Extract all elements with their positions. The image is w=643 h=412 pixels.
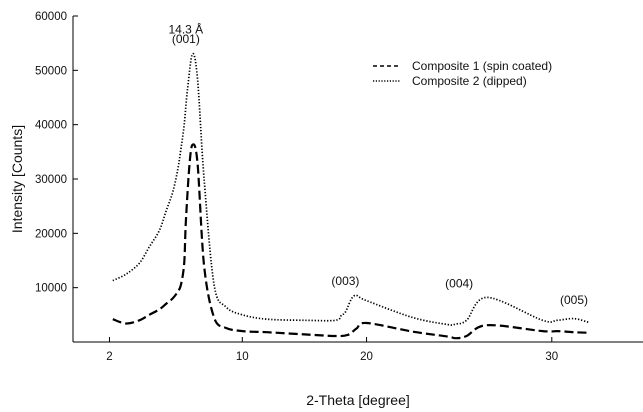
series-layer: [112, 52, 590, 340]
x-tick-label: 10: [236, 351, 249, 363]
y-tick-label: 40000: [35, 120, 67, 132]
peak-label: (005): [560, 293, 588, 307]
series-line-composite-2: [112, 52, 590, 326]
x-axis-ticks: 2 10 20 30: [106, 337, 558, 363]
y-tick-label: 50000: [35, 65, 67, 77]
peak-annotations: 14.3 Å(001) (003) (004) (005): [168, 21, 588, 307]
x-axis-title: 2-Theta [degree]: [306, 392, 410, 408]
y-tick-label: 20000: [35, 228, 67, 240]
x-tick-label: 30: [545, 351, 558, 363]
peak-label: (003): [331, 274, 359, 288]
y-tick-label: 60000: [35, 11, 67, 23]
legend-label-composite-1: Composite 1 (spin coated): [412, 59, 552, 73]
legend-label-composite-2: Composite 2 (dipped): [412, 74, 527, 88]
peak-label: (004): [445, 277, 473, 291]
y-axis-title: Intensity [Counts]: [9, 125, 25, 233]
peak-label: 14.3 Å: [168, 21, 203, 36]
x-tick-label: 20: [360, 351, 373, 363]
y-tick-label: 30000: [35, 174, 67, 186]
y-axis-ticks: 10000 20000 30000 40000 50000 60000: [35, 11, 78, 295]
y-tick-label: 10000: [35, 283, 67, 295]
x-tick-label: 2: [106, 351, 112, 363]
series-line-composite-1: [112, 143, 589, 340]
plot-area: 10000 20000 30000 40000 50000 60000 2 10 20 30 1…: [35, 11, 643, 363]
legend: Composite 1 (spin coated) Composite 2 (d…: [373, 59, 552, 88]
peak-label: (001): [172, 32, 200, 46]
